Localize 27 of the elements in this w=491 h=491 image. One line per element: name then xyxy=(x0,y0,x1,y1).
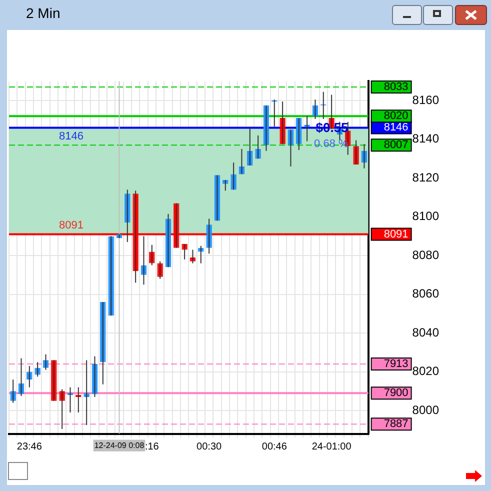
x-tick-label: :16 xyxy=(144,442,160,453)
text: 7887 xyxy=(384,418,408,430)
y-tick-label: 8120 xyxy=(412,170,440,184)
text: 8033 xyxy=(384,81,408,94)
chart-title: 2 Min xyxy=(26,5,60,21)
y-tick-label: 8060 xyxy=(412,286,440,301)
y-tick-label: 8020 xyxy=(412,364,440,378)
ref-line-label: 8146 xyxy=(384,122,408,134)
y-tick-label: 8140 xyxy=(412,132,440,146)
x-tick-label: 00:30 xyxy=(196,442,222,453)
x-tick-label: 24-01:00 xyxy=(312,442,352,453)
ref-line-label: 8091 xyxy=(384,228,408,240)
text: 7913 xyxy=(384,358,408,370)
y-tick-label: 8160 xyxy=(412,92,440,107)
y-tick-label: 8100 xyxy=(412,209,440,224)
text: 8007 xyxy=(384,139,408,152)
annotation: 8146 xyxy=(59,130,84,143)
annotation: $0.55 xyxy=(316,120,348,135)
y-tick-label: 8040 xyxy=(412,325,440,340)
text: 7900 xyxy=(384,387,408,400)
y-tick-label: 8080 xyxy=(412,248,440,262)
annotation: 8091 xyxy=(59,219,84,232)
y-tick-label: 8000 xyxy=(412,402,440,417)
text: 8020 xyxy=(384,110,408,122)
x-tick-label: 23:46 xyxy=(16,442,42,453)
x-tick-label: 00:46 xyxy=(262,442,288,453)
x-tick-label: 12-24-09 0:08 xyxy=(94,440,145,450)
